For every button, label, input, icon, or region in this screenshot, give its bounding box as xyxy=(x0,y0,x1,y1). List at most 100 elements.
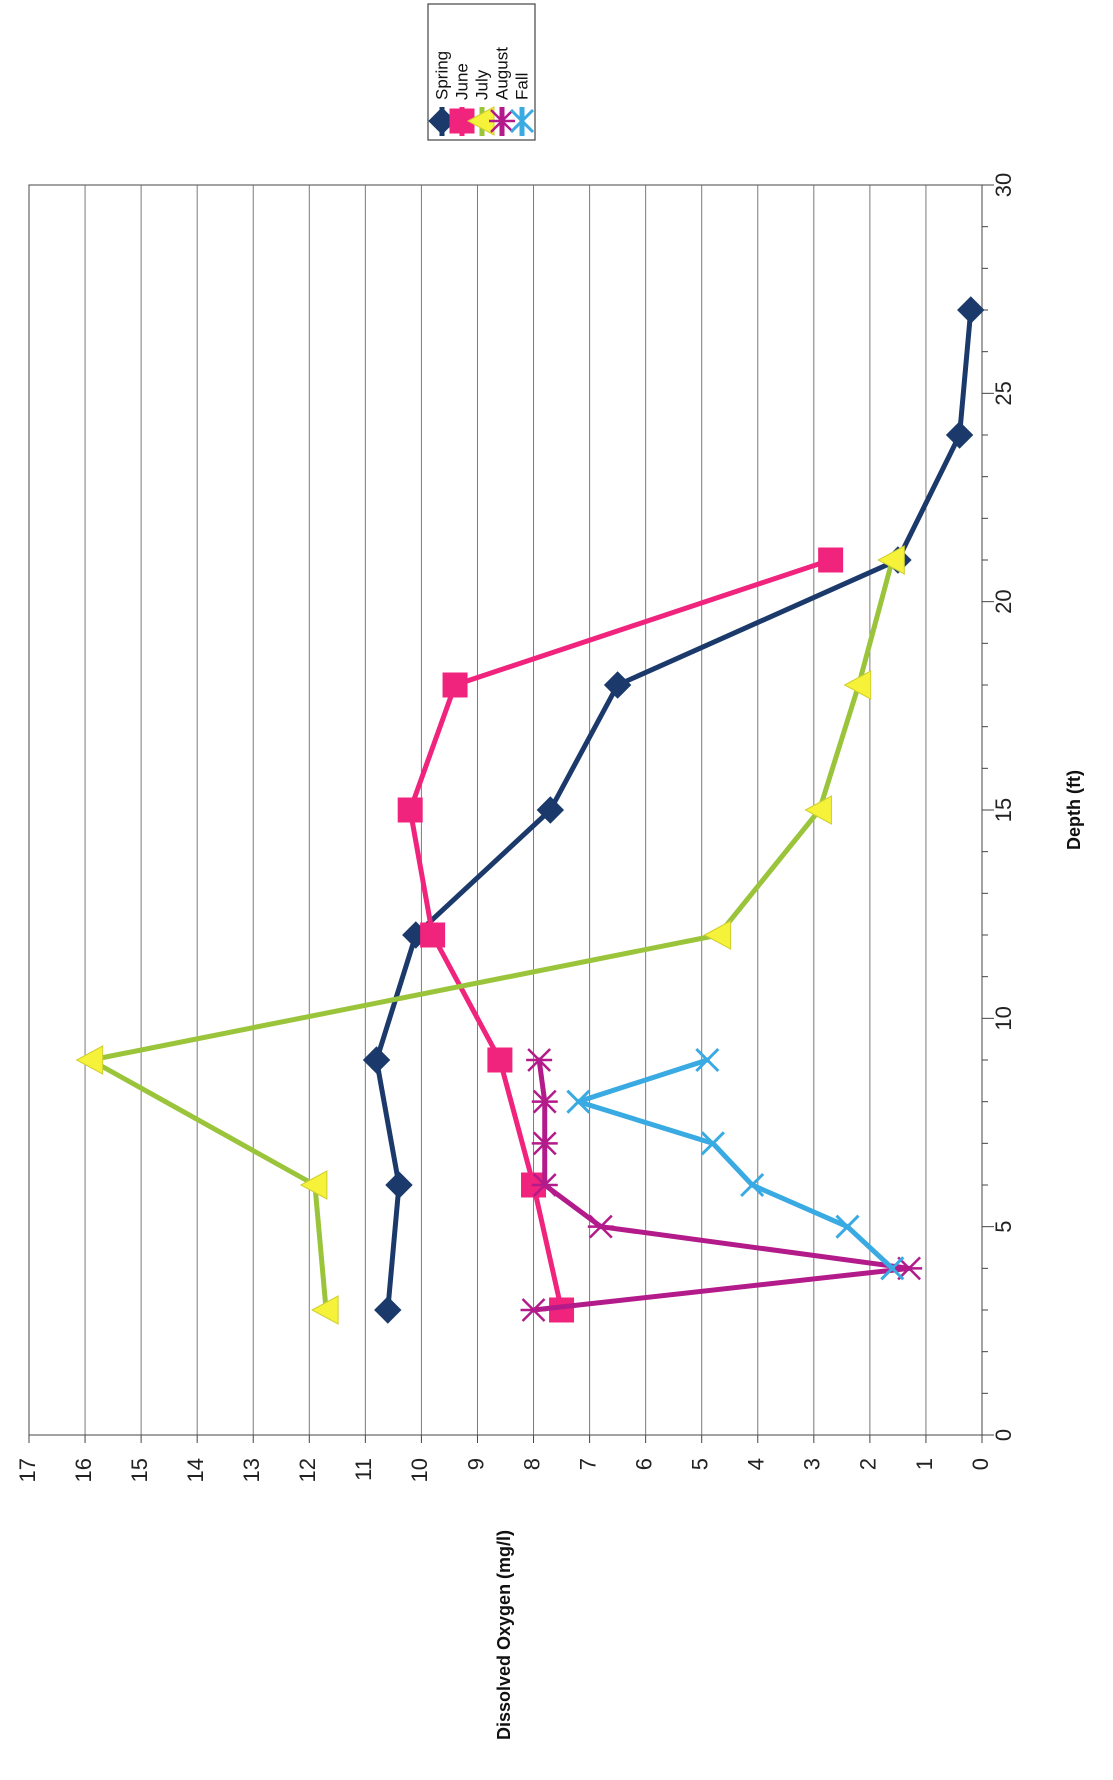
x-marker-stroke xyxy=(880,1256,905,1281)
legend: Spring June July August Fall xyxy=(427,3,536,141)
legend-label: August xyxy=(492,47,511,100)
data-point-marker xyxy=(520,1298,547,1322)
y-tick-label: 3 xyxy=(800,1458,825,1470)
data-point-marker xyxy=(299,1170,328,1200)
data-point-marker xyxy=(531,1131,558,1156)
y-tick-label: 6 xyxy=(631,1458,656,1470)
data-point-marker xyxy=(526,1048,553,1072)
legend-item: Fall xyxy=(509,73,535,136)
data-point-marker xyxy=(374,1296,402,1324)
y-tick-label: 9 xyxy=(463,1458,488,1470)
data-point-marker xyxy=(362,1046,391,1074)
series-fall xyxy=(566,1047,905,1281)
square-marker xyxy=(487,1047,513,1073)
data-point-marker xyxy=(311,1295,339,1325)
data-point-marker xyxy=(843,670,872,700)
legend-item: June xyxy=(449,63,475,136)
square-marker xyxy=(818,547,844,573)
data-point-marker xyxy=(695,1047,720,1073)
data-point-marker xyxy=(957,296,985,324)
data-point-marker xyxy=(531,1173,558,1197)
diamond-marker xyxy=(374,1296,402,1324)
data-point-marker xyxy=(566,1089,591,1114)
triangle-marker xyxy=(703,920,732,950)
y-tick-label: 13 xyxy=(239,1458,264,1482)
x-axis-title: Depth (ft) xyxy=(1064,770,1084,850)
triangle-marker xyxy=(877,545,905,575)
data-point-marker xyxy=(835,1214,860,1239)
triangle-marker xyxy=(311,1295,339,1325)
data-point-marker xyxy=(75,1045,104,1075)
y-tick-label: 5 xyxy=(688,1458,713,1470)
square-marker xyxy=(397,797,423,823)
y-tick-label: 16 xyxy=(71,1458,96,1482)
y-tick-label: 14 xyxy=(183,1458,208,1482)
y-tick-label: 8 xyxy=(519,1458,544,1470)
legend-label: June xyxy=(452,63,471,100)
data-point-marker xyxy=(877,545,905,575)
x-tick-label: 15 xyxy=(991,798,1016,822)
data-point-marker xyxy=(536,796,565,824)
series-august xyxy=(520,1048,923,1322)
data-point-marker xyxy=(945,421,974,449)
x-tick-label: 0 xyxy=(991,1429,1016,1441)
data-point-marker xyxy=(420,922,446,948)
plot-area xyxy=(29,185,982,1435)
y-tick-label: 0 xyxy=(968,1458,993,1470)
data-point-marker xyxy=(397,797,423,823)
diamond-marker xyxy=(385,1171,413,1199)
data-point-marker xyxy=(603,671,632,699)
diamond-marker xyxy=(603,671,632,699)
data-point-marker xyxy=(509,108,535,134)
data-point-marker xyxy=(740,1172,765,1198)
triangle-marker xyxy=(75,1045,104,1075)
y-tick-label: 10 xyxy=(407,1458,432,1482)
data-point-marker xyxy=(531,1089,558,1114)
x-tick-label: 20 xyxy=(991,589,1016,613)
legend-item: Spring xyxy=(428,51,456,136)
y-tick-label: 2 xyxy=(856,1458,881,1470)
legend-label: Fall xyxy=(512,73,531,100)
data-point-marker xyxy=(703,920,732,950)
data-point-marker xyxy=(442,672,468,698)
data-point-marker xyxy=(489,109,515,133)
x-tick-label: 25 xyxy=(991,381,1016,405)
triangle-marker xyxy=(804,795,832,825)
data-point-marker xyxy=(385,1171,413,1199)
x-tick-label: 5 xyxy=(991,1221,1016,1233)
x-marker-stroke xyxy=(835,1214,860,1239)
y-tick-label: 12 xyxy=(295,1458,320,1482)
y-tick-label: 17 xyxy=(15,1458,40,1482)
square-marker xyxy=(442,672,468,698)
triangle-marker xyxy=(299,1170,328,1200)
y-tick-label: 15 xyxy=(127,1458,152,1482)
data-point-marker xyxy=(880,1256,905,1281)
diamond-marker xyxy=(945,421,974,449)
legend-label: Spring xyxy=(432,51,451,100)
y-tick-label: 4 xyxy=(744,1458,769,1470)
diamond-marker xyxy=(362,1046,391,1074)
data-point-marker xyxy=(700,1131,725,1156)
x-marker-stroke xyxy=(740,1172,765,1198)
x-marker-stroke xyxy=(700,1131,725,1156)
square-marker xyxy=(420,922,446,948)
y-axis-title: Dissolved Oxygen (mg/l) xyxy=(494,1530,514,1740)
data-point-marker xyxy=(804,795,832,825)
legend-item: August xyxy=(489,47,515,136)
legend-label: July xyxy=(472,69,491,100)
triangle-marker xyxy=(843,670,872,700)
diamond-marker xyxy=(957,296,985,324)
series-july xyxy=(75,545,905,1325)
diamond-marker xyxy=(536,796,565,824)
y-tick-label: 1 xyxy=(912,1458,937,1470)
y-tick-label: 7 xyxy=(575,1458,600,1470)
x-tick-label: 10 xyxy=(991,1006,1016,1030)
x-marker-stroke xyxy=(566,1089,591,1114)
data-point-marker xyxy=(487,1047,513,1073)
x-marker-stroke xyxy=(695,1047,720,1073)
data-point-marker xyxy=(587,1214,614,1239)
data-point-marker xyxy=(818,547,844,573)
x-marker-stroke xyxy=(509,108,535,134)
